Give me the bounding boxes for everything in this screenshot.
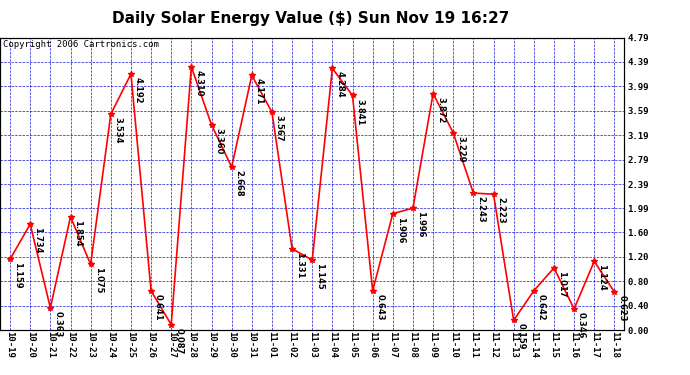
Text: 0.087: 0.087 bbox=[175, 328, 184, 354]
Text: 4.310: 4.310 bbox=[195, 70, 204, 96]
Text: 1.017: 1.017 bbox=[557, 271, 566, 297]
Text: 3.841: 3.841 bbox=[355, 99, 364, 125]
Text: 3.360: 3.360 bbox=[215, 128, 224, 154]
Text: 2.243: 2.243 bbox=[476, 196, 485, 223]
Text: 0.346: 0.346 bbox=[577, 312, 586, 338]
Text: 0.159: 0.159 bbox=[517, 323, 526, 350]
Text: 3.872: 3.872 bbox=[436, 97, 445, 123]
Text: 1.854: 1.854 bbox=[74, 220, 83, 246]
Text: 1.906: 1.906 bbox=[396, 217, 405, 243]
Text: 1.145: 1.145 bbox=[315, 263, 324, 290]
Text: 3.534: 3.534 bbox=[114, 117, 123, 144]
Text: 1.075: 1.075 bbox=[94, 267, 103, 294]
Text: 0.363: 0.363 bbox=[53, 311, 62, 337]
Text: 1.734: 1.734 bbox=[33, 227, 42, 254]
Text: 0.643: 0.643 bbox=[375, 294, 385, 320]
Text: 0.623: 0.623 bbox=[618, 295, 627, 321]
Text: 3.567: 3.567 bbox=[275, 115, 284, 142]
Text: 1.331: 1.331 bbox=[295, 252, 304, 278]
Text: 4.284: 4.284 bbox=[335, 72, 344, 98]
Text: 0.641: 0.641 bbox=[154, 294, 163, 321]
Text: 2.223: 2.223 bbox=[497, 197, 506, 224]
Text: 4.171: 4.171 bbox=[255, 78, 264, 105]
Text: 1.996: 1.996 bbox=[416, 211, 425, 238]
Text: 1.159: 1.159 bbox=[13, 262, 22, 289]
Text: 4.192: 4.192 bbox=[134, 77, 143, 104]
Text: 1.124: 1.124 bbox=[598, 264, 607, 291]
Text: 2.668: 2.668 bbox=[235, 170, 244, 197]
Text: Copyright 2006 Cartronics.com: Copyright 2006 Cartronics.com bbox=[3, 40, 159, 50]
Text: Daily Solar Energy Value ($) Sun Nov 19 16:27: Daily Solar Energy Value ($) Sun Nov 19 … bbox=[112, 11, 509, 26]
Text: 3.229: 3.229 bbox=[456, 136, 465, 162]
Text: 0.642: 0.642 bbox=[537, 294, 546, 321]
